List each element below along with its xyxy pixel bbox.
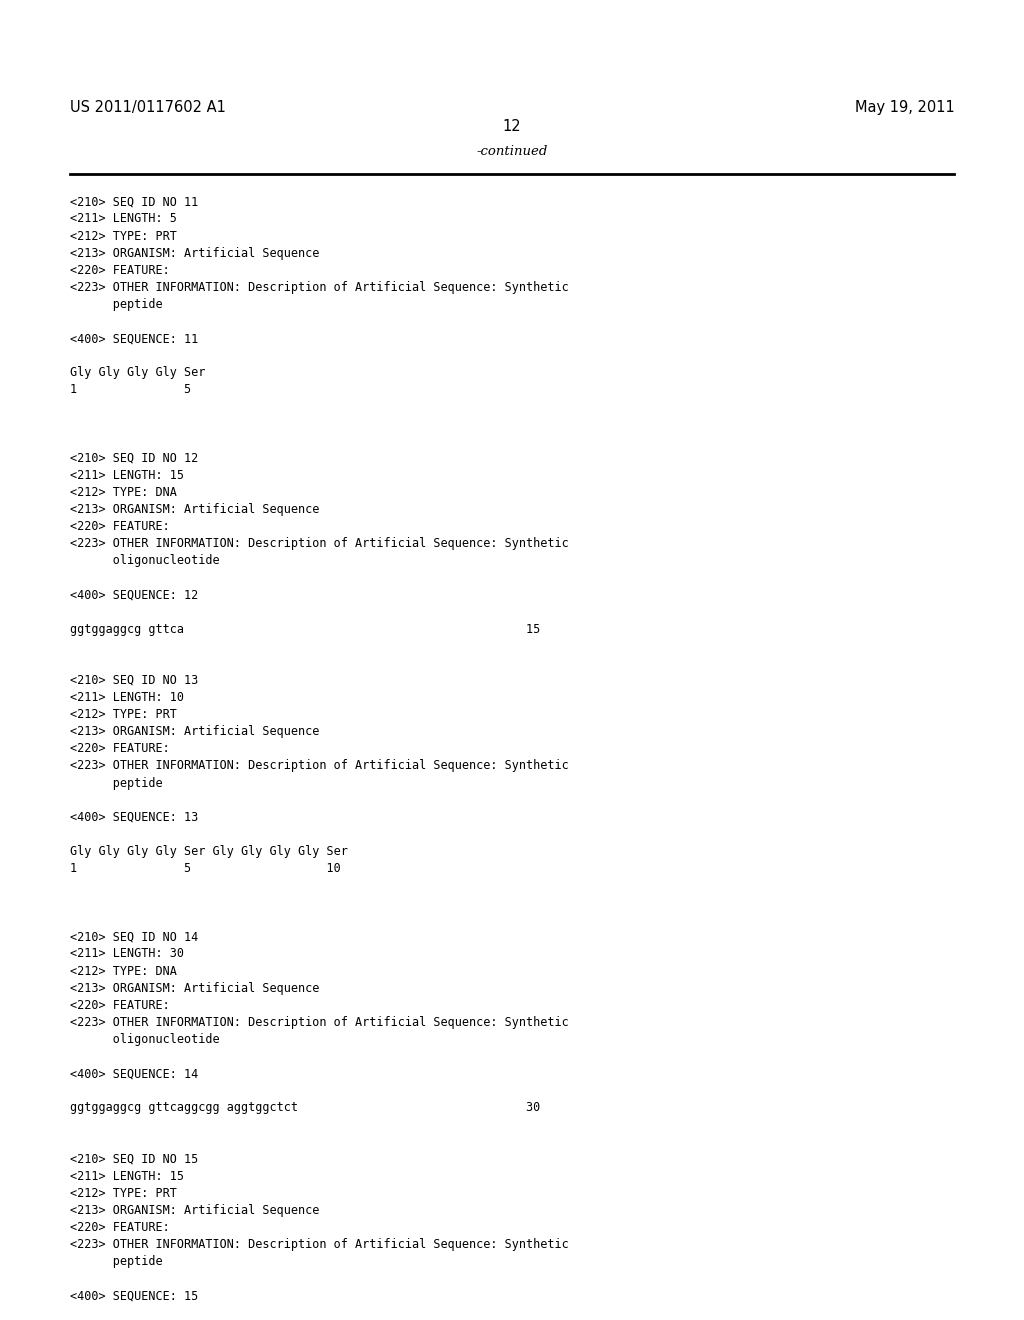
Text: <220> FEATURE:: <220> FEATURE:: [70, 1221, 169, 1234]
Text: <210> SEQ ID NO 11: <210> SEQ ID NO 11: [70, 195, 198, 209]
Text: <213> ORGANISM: Artificial Sequence: <213> ORGANISM: Artificial Sequence: [70, 982, 319, 995]
Text: <212> TYPE: PRT: <212> TYPE: PRT: [70, 709, 176, 721]
Text: <211> LENGTH: 15: <211> LENGTH: 15: [70, 469, 183, 482]
Text: US 2011/0117602 A1: US 2011/0117602 A1: [70, 100, 225, 115]
Text: <211> LENGTH: 15: <211> LENGTH: 15: [70, 1170, 183, 1183]
Text: peptide: peptide: [70, 298, 162, 312]
Text: <212> TYPE: DNA: <212> TYPE: DNA: [70, 486, 176, 499]
Text: <212> TYPE: PRT: <212> TYPE: PRT: [70, 1187, 176, 1200]
Text: <223> OTHER INFORMATION: Description of Artificial Sequence: Synthetic: <223> OTHER INFORMATION: Description of …: [70, 537, 568, 550]
Text: <213> ORGANISM: Artificial Sequence: <213> ORGANISM: Artificial Sequence: [70, 247, 319, 260]
Text: 1               5: 1 5: [70, 383, 190, 396]
Text: <400> SEQUENCE: 15: <400> SEQUENCE: 15: [70, 1290, 198, 1303]
Text: <220> FEATURE:: <220> FEATURE:: [70, 999, 169, 1011]
Text: <213> ORGANISM: Artificial Sequence: <213> ORGANISM: Artificial Sequence: [70, 503, 319, 516]
Text: <220> FEATURE:: <220> FEATURE:: [70, 520, 169, 533]
Text: <210> SEQ ID NO 15: <210> SEQ ID NO 15: [70, 1152, 198, 1166]
Text: <211> LENGTH: 30: <211> LENGTH: 30: [70, 948, 183, 961]
Text: oligonucleotide: oligonucleotide: [70, 554, 219, 568]
Text: <210> SEQ ID NO 13: <210> SEQ ID NO 13: [70, 675, 198, 686]
Text: <220> FEATURE:: <220> FEATURE:: [70, 742, 169, 755]
Text: <211> LENGTH: 5: <211> LENGTH: 5: [70, 213, 176, 226]
Text: Gly Gly Gly Gly Ser: Gly Gly Gly Gly Ser: [70, 367, 205, 379]
Text: <400> SEQUENCE: 12: <400> SEQUENCE: 12: [70, 589, 198, 602]
Text: <213> ORGANISM: Artificial Sequence: <213> ORGANISM: Artificial Sequence: [70, 725, 319, 738]
Text: <223> OTHER INFORMATION: Description of Artificial Sequence: Synthetic: <223> OTHER INFORMATION: Description of …: [70, 759, 568, 772]
Text: <223> OTHER INFORMATION: Description of Artificial Sequence: Synthetic: <223> OTHER INFORMATION: Description of …: [70, 281, 568, 294]
Text: ggtggaggcg gttcaggcgg aggtggctct                                30: ggtggaggcg gttcaggcgg aggtggctct 30: [70, 1101, 540, 1114]
Text: ggtggaggcg gttca                                                15: ggtggaggcg gttca 15: [70, 623, 540, 636]
Text: 12: 12: [503, 119, 521, 133]
Text: <400> SEQUENCE: 11: <400> SEQUENCE: 11: [70, 333, 198, 345]
Text: May 19, 2011: May 19, 2011: [855, 100, 954, 115]
Text: Gly Gly Gly Gly Ser Gly Gly Gly Gly Ser: Gly Gly Gly Gly Ser Gly Gly Gly Gly Ser: [70, 845, 347, 858]
Text: <400> SEQUENCE: 13: <400> SEQUENCE: 13: [70, 810, 198, 824]
Text: <220> FEATURE:: <220> FEATURE:: [70, 264, 169, 277]
Text: <211> LENGTH: 10: <211> LENGTH: 10: [70, 692, 183, 704]
Text: <212> TYPE: DNA: <212> TYPE: DNA: [70, 965, 176, 978]
Text: <212> TYPE: PRT: <212> TYPE: PRT: [70, 230, 176, 243]
Text: <213> ORGANISM: Artificial Sequence: <213> ORGANISM: Artificial Sequence: [70, 1204, 319, 1217]
Text: peptide: peptide: [70, 776, 162, 789]
Text: <210> SEQ ID NO 12: <210> SEQ ID NO 12: [70, 451, 198, 465]
Text: -continued: -continued: [476, 145, 548, 158]
Text: <223> OTHER INFORMATION: Description of Artificial Sequence: Synthetic: <223> OTHER INFORMATION: Description of …: [70, 1238, 568, 1251]
Text: <223> OTHER INFORMATION: Description of Artificial Sequence: Synthetic: <223> OTHER INFORMATION: Description of …: [70, 1016, 568, 1028]
Text: peptide: peptide: [70, 1255, 162, 1269]
Text: 1               5                   10: 1 5 10: [70, 862, 340, 875]
Text: oligonucleotide: oligonucleotide: [70, 1034, 219, 1045]
Text: <210> SEQ ID NO 14: <210> SEQ ID NO 14: [70, 931, 198, 944]
Text: <400> SEQUENCE: 14: <400> SEQUENCE: 14: [70, 1067, 198, 1080]
